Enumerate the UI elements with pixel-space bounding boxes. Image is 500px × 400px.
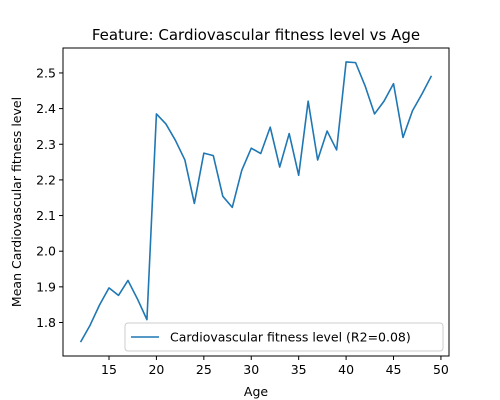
y-tick-label: 2.5 [36, 65, 56, 80]
x-tick-label: 25 [196, 362, 212, 377]
x-axis-label: Age [244, 384, 268, 399]
chart-title: Feature: Cardiovascular fitness level vs… [92, 26, 420, 44]
x-tick-label: 15 [101, 362, 117, 377]
axes-frame [62, 47, 450, 357]
y-axis-ticks: 1.8 1.9 2.0 2.1 2.2 2.3 2.4 2.5 [36, 65, 63, 330]
x-tick-label: 40 [338, 362, 354, 377]
y-tick-label: 1.9 [36, 279, 56, 294]
x-tick-label: 50 [433, 362, 449, 377]
legend-entry-label: Cardiovascular fitness level (R2=0.08) [170, 330, 411, 345]
legend: Cardiovascular fitness level (R2=0.08) [124, 322, 444, 352]
x-tick-label: 20 [148, 362, 164, 377]
y-axis-label: Mean Cardiovascular fitness level [9, 97, 24, 307]
y-tick-label: 2.3 [36, 137, 56, 152]
legend-box [124, 322, 444, 352]
series-line-0 [79, 61, 433, 343]
plot-area [79, 61, 433, 343]
y-tick-label: 2.0 [36, 244, 56, 259]
x-axis-ticks: 15 20 25 30 35 40 45 50 [101, 356, 449, 377]
y-tick-label: 1.8 [36, 315, 56, 330]
x-tick-label: 35 [291, 362, 307, 377]
y-tick-label: 2.2 [36, 172, 56, 187]
x-tick-label: 45 [386, 362, 402, 377]
x-tick-label: 30 [243, 362, 259, 377]
y-tick-label: 2.4 [36, 101, 56, 116]
y-tick-label: 2.1 [36, 208, 56, 223]
